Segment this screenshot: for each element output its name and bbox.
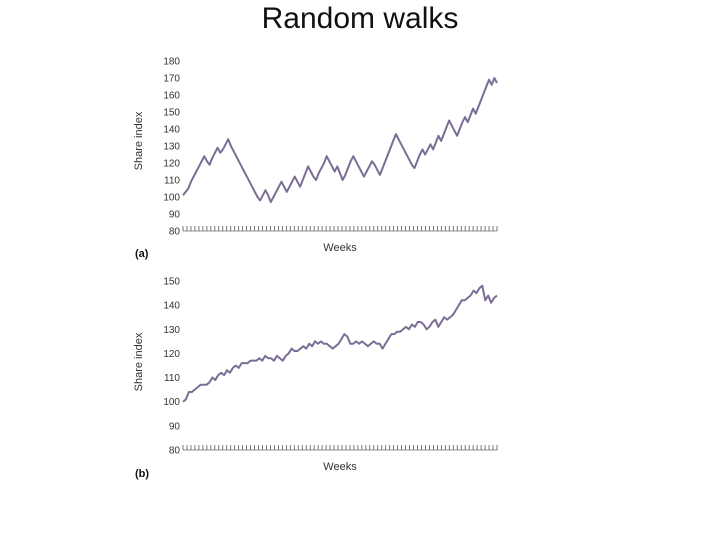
- y-tick-label: 130: [163, 142, 180, 153]
- panel-label: (a): [135, 248, 149, 260]
- slide-title: Random walks: [261, 2, 459, 35]
- y-tick-label: 80: [169, 227, 181, 238]
- y-tick-label: 90: [169, 421, 181, 432]
- y-tick-label: 150: [163, 108, 180, 119]
- chart-panel-b: 80 90 100 110 120 130 140 150 Weeks Share index (b…: [133, 277, 498, 480]
- y-tick-label: 110: [164, 176, 180, 187]
- y-tick-label: 140: [163, 301, 180, 312]
- series-line: [182, 77, 498, 204]
- y-axis-label: Share index: [133, 332, 145, 391]
- y-tick-label: 100: [163, 397, 180, 408]
- y-tick-label: 150: [163, 277, 180, 288]
- panel-label: (b): [135, 468, 149, 480]
- y-tick-label: 90: [169, 210, 181, 221]
- y-axis-label: Share index: [133, 111, 145, 170]
- x-axis-label: Weeks: [323, 242, 357, 254]
- y-tick-label: 160: [163, 91, 180, 102]
- chart-panel-a: 80 90 100 110 120 130 140 150 160 170 180 Weeks Shar…: [133, 57, 498, 260]
- y-tick-label: 130: [163, 325, 180, 336]
- x-axis-label: Weeks: [323, 461, 357, 473]
- y-tick-label: 170: [163, 74, 180, 85]
- y-tick-label: 180: [163, 57, 180, 68]
- y-tick-label: 120: [163, 349, 180, 360]
- y-tick-label: 100: [163, 193, 180, 204]
- y-tick-label: 110: [164, 373, 180, 384]
- y-tick-label: 80: [169, 446, 181, 457]
- y-tick-label: 140: [163, 125, 180, 136]
- y-tick-label: 120: [163, 159, 180, 170]
- series-line: [182, 284, 498, 403]
